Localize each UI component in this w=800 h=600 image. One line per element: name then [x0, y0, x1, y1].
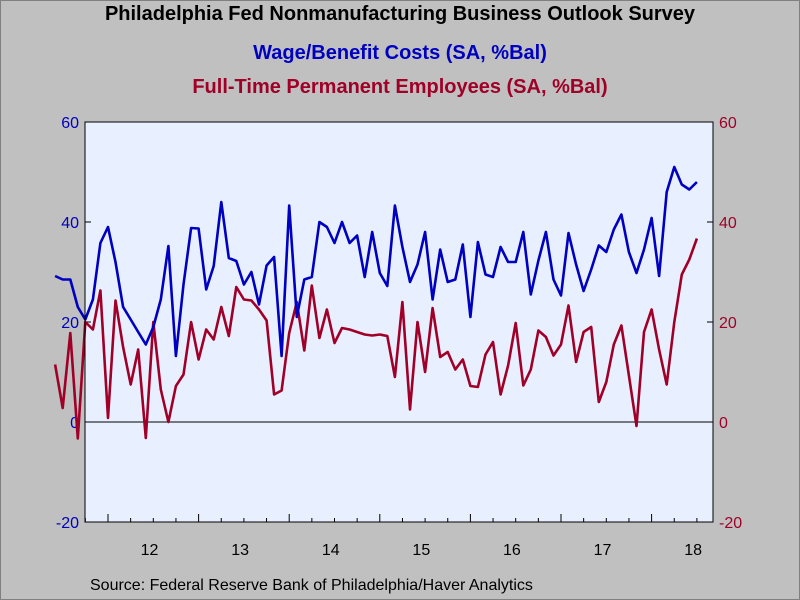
- series-line-wage-benefit-costs: [54, 165, 698, 358]
- y-tick-label-left: 20: [61, 315, 79, 332]
- y-tick-label-left: 60: [61, 115, 79, 132]
- source-note: Source: Federal Reserve Bank of Philadel…: [90, 577, 533, 594]
- series-title-employees: Full-Time Permanent Employees (SA, %Bal): [192, 76, 608, 98]
- x-tick-label: 17: [594, 542, 612, 559]
- x-tick-label: 16: [503, 542, 521, 559]
- x-tick-label: 18: [684, 542, 702, 559]
- y-tick-label-right: 40: [719, 215, 737, 232]
- plot-border: [84, 121, 714, 523]
- y-tick-label-right: 60: [719, 115, 737, 132]
- plot-area: [84, 121, 714, 523]
- y-tick-label-right: -20: [719, 515, 742, 532]
- series-title-wage-benefit: Wage/Benefit Costs (SA, %Bal): [253, 42, 547, 64]
- chart-title: Philadelphia Fed Nonmanufacturing Busine…: [104, 3, 696, 25]
- x-tick-label: 15: [412, 542, 430, 559]
- series-line-full-time-employees: [53, 238, 699, 440]
- x-tick-label: 14: [322, 542, 340, 559]
- y-tick-label-left: 0: [70, 415, 79, 432]
- y-tick-label-right: 0: [719, 415, 728, 432]
- y-tick-label-left: 40: [61, 215, 79, 232]
- x-tick-label: 13: [231, 542, 249, 559]
- y-tick-label-right: 20: [719, 315, 737, 332]
- y-tick-label-left: -20: [56, 515, 79, 532]
- x-tick-label: 12: [141, 542, 159, 559]
